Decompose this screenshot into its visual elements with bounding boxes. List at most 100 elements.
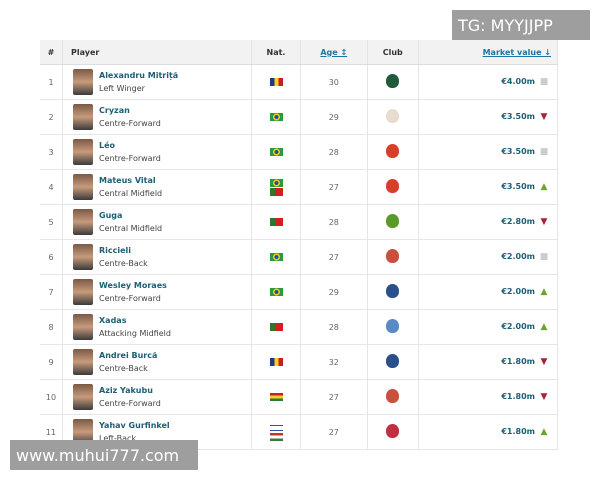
player-position: Centre-Forward — [99, 119, 161, 128]
sort-age[interactable]: Age ↕ — [320, 47, 348, 57]
table-row: 4 Mateus Vital Central Midfield 27 €3.50m… — [40, 169, 558, 205]
club-crest-icon[interactable] — [386, 284, 400, 298]
row-number: 6 — [40, 239, 63, 275]
player-position: Central Midfield — [99, 224, 163, 233]
trend-neutral-icon: ■ — [539, 252, 549, 262]
player-name-link[interactable]: Andrei Burcă — [99, 351, 158, 360]
player-name-link[interactable]: Guga — [99, 211, 123, 220]
watermark-top: TG: MYYJJPP — [452, 10, 590, 40]
flag-brazil-icon — [269, 288, 283, 296]
table-row: 1 Alexandru Mitriță Left Winger 30 €4.00m… — [40, 64, 558, 100]
player-name-link[interactable]: Mateus Vital — [99, 176, 156, 185]
player-avatar — [73, 419, 93, 445]
row-number: 9 — [40, 344, 63, 380]
sort-market-value[interactable]: Market value ↓ — [482, 47, 551, 57]
row-number: 2 — [40, 99, 63, 135]
col-num: # — [40, 40, 63, 65]
club-crest-icon[interactable] — [386, 74, 400, 88]
player-age: 29 — [300, 99, 368, 135]
club-crest-icon[interactable] — [386, 214, 400, 228]
player-name-link[interactable]: Xadas — [99, 316, 127, 325]
flag-brazil-icon — [269, 148, 283, 156]
player-position: Attacking Midfield — [99, 329, 171, 338]
player-age: 29 — [300, 274, 368, 310]
market-value-link[interactable]: €2.80m — [501, 217, 535, 226]
market-value-link[interactable]: €1.80m — [501, 427, 535, 436]
club-crest-icon[interactable] — [386, 179, 400, 193]
flag-romania-icon — [269, 358, 283, 366]
player-avatar — [73, 139, 93, 165]
club-crest-icon[interactable] — [386, 389, 400, 403]
market-value-link[interactable]: €3.50m — [501, 182, 535, 191]
market-value-link[interactable]: €2.00m — [501, 287, 535, 296]
player-age: 28 — [300, 204, 368, 240]
market-value-link[interactable]: €2.00m — [501, 252, 535, 261]
player-age: 28 — [300, 309, 368, 345]
club-crest-icon[interactable] — [386, 249, 400, 263]
col-player: Player — [62, 40, 252, 65]
row-number: 10 — [40, 379, 63, 415]
flag-romania-icon — [269, 78, 283, 86]
watermark-bottom: www.muhui777.com — [10, 440, 198, 470]
flag-brazil-icon — [269, 178, 283, 187]
player-name-link[interactable]: Cryzan — [99, 106, 130, 115]
trend-up-icon: ▲ — [540, 287, 548, 297]
flag-portugal-icon — [269, 323, 283, 331]
player-name-link[interactable]: Aziz Yakubu — [99, 386, 153, 395]
flag-hungary-icon — [269, 432, 283, 441]
row-number: 4 — [40, 169, 63, 205]
table-row: 6 Riccieli Centre-Back 27 €2.00m ■ — [40, 239, 558, 275]
club-crest-icon[interactable] — [386, 144, 400, 158]
table-row: 8 Xadas Attacking Midfield 28 €2.00m ▲ — [40, 309, 558, 345]
player-age: 27 — [300, 414, 368, 450]
table-row: 2 Cryzan Centre-Forward 29 €3.50m ▼ — [40, 99, 558, 135]
club-crest-icon[interactable] — [386, 109, 400, 123]
players-table: # Player Nat. Age ↕ Club Market value ↓ … — [40, 40, 558, 450]
trend-down-icon: ▼ — [540, 392, 548, 402]
player-name-link[interactable]: Wesley Moraes — [99, 281, 167, 290]
player-avatar — [73, 314, 93, 340]
player-avatar — [73, 209, 93, 235]
row-number: 5 — [40, 204, 63, 240]
player-avatar — [73, 244, 93, 270]
market-value-link[interactable]: €2.00m — [501, 322, 535, 331]
row-number: 1 — [40, 64, 63, 100]
player-name-link[interactable]: Riccieli — [99, 246, 132, 255]
player-name-link[interactable]: Yahav Gurfinkel — [99, 421, 170, 430]
trend-down-icon: ▼ — [540, 217, 548, 227]
trend-up-icon: ▲ — [540, 427, 548, 437]
player-age: 28 — [300, 134, 368, 170]
club-crest-icon[interactable] — [386, 424, 400, 438]
market-value-link[interactable]: €1.80m — [501, 392, 535, 401]
club-crest-icon[interactable] — [386, 354, 400, 368]
trend-neutral-icon: ■ — [539, 77, 549, 87]
market-value-link[interactable]: €1.80m — [501, 357, 535, 366]
player-name-link[interactable]: Alexandru Mitriță — [99, 71, 179, 80]
flag-portugal-icon — [269, 187, 283, 196]
player-position: Centre-Forward — [99, 294, 161, 303]
trend-down-icon: ▼ — [540, 112, 548, 122]
col-nat: Nat. — [251, 40, 301, 65]
market-value-link[interactable]: €3.50m — [501, 147, 535, 156]
market-value-link[interactable]: €4.00m — [501, 77, 535, 86]
row-number: 3 — [40, 134, 63, 170]
player-position: Centre-Back — [99, 259, 148, 268]
flag-brazil-icon — [269, 113, 283, 121]
player-age: 27 — [300, 169, 368, 205]
flag-portugal-icon — [269, 218, 283, 226]
market-value-link[interactable]: €3.50m — [501, 112, 535, 121]
player-avatar — [73, 174, 93, 200]
player-position: Centre-Forward — [99, 154, 161, 163]
player-name-link[interactable]: Léo — [99, 141, 116, 150]
table-row: 5 Guga Central Midfield 28 €2.80m ▼ — [40, 204, 558, 240]
player-avatar — [73, 104, 93, 130]
player-age: 27 — [300, 239, 368, 275]
player-avatar — [73, 69, 93, 95]
club-crest-icon[interactable] — [386, 319, 400, 333]
player-age: 30 — [300, 64, 368, 100]
row-number: 7 — [40, 274, 63, 310]
player-age: 32 — [300, 344, 368, 380]
player-position: Centre-Forward — [99, 399, 161, 408]
trend-down-icon: ▼ — [540, 357, 548, 367]
player-position: Left Winger — [99, 84, 145, 93]
